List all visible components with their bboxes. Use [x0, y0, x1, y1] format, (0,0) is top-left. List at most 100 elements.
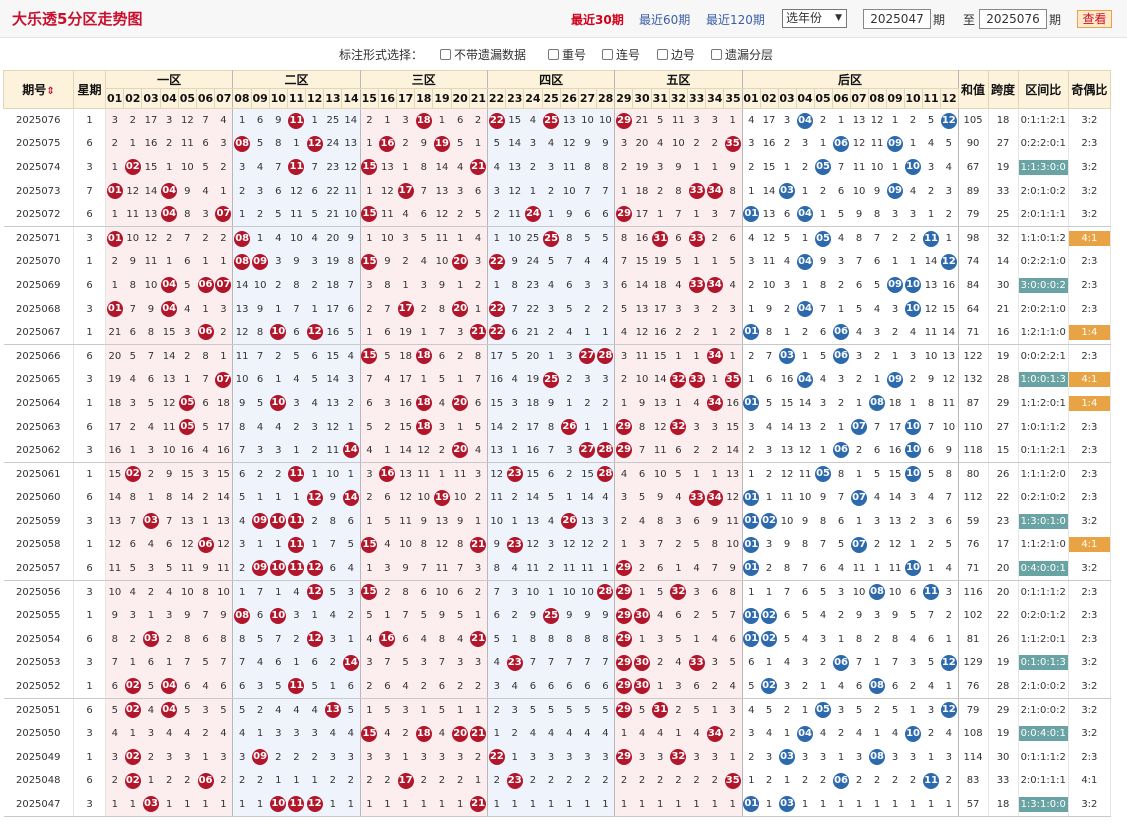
- front-cell-09: 6: [251, 108, 270, 133]
- blue-ball: 01: [743, 513, 760, 530]
- sort-icon[interactable]: ⇕: [46, 86, 55, 97]
- red-ball: 10: [270, 324, 287, 341]
- blue-ball: 09: [887, 277, 904, 294]
- link-recent-120[interactable]: 最近120期: [706, 13, 765, 27]
- front-cell-04: 2: [160, 627, 179, 652]
- option-edge[interactable]: 边号: [657, 46, 695, 63]
- back-cell-07: 2: [850, 368, 869, 392]
- back-cell-12: 12: [940, 250, 959, 274]
- front-cell-06: 06: [196, 533, 215, 557]
- front-cell-18: 9: [414, 132, 433, 156]
- front-cell-13: 23: [323, 155, 342, 180]
- front-cell-11: 11: [287, 462, 306, 486]
- blue-ball: 07: [851, 536, 868, 553]
- back-cell-04: 9: [796, 509, 815, 534]
- front-cell-04: 04: [160, 273, 179, 298]
- red-ball: 33: [688, 277, 705, 294]
- red-ball: 14: [342, 654, 359, 671]
- front-cell-26: 5: [560, 297, 579, 321]
- span-cell: 23: [988, 509, 1019, 534]
- zone-ratio-highlight: 0:1:0:1:3: [1018, 655, 1068, 671]
- front-cell-28: 28: [596, 580, 616, 604]
- red-ball: 15: [361, 253, 378, 270]
- red-ball: 29: [616, 442, 633, 459]
- link-recent-60[interactable]: 最近60期: [639, 13, 691, 27]
- back-cell-09: 9: [886, 603, 905, 628]
- odd-even-cell: 2:3: [1068, 603, 1111, 628]
- front-cell-01: 01: [105, 179, 124, 203]
- red-ball: 29: [616, 607, 633, 624]
- odd-even-cell: 2:3: [1068, 415, 1111, 439]
- back-cell-08: 3: [868, 603, 887, 628]
- option-consecutive[interactable]: 连号: [602, 46, 640, 63]
- back-cell-04: 04: [796, 250, 815, 274]
- zone-ratio-highlight: 0:4:0:0:1: [1018, 560, 1068, 576]
- front-cell-02: 8: [123, 273, 142, 298]
- year-select[interactable]: 选年份 ▼: [782, 9, 847, 28]
- sum-cell: 76: [958, 533, 989, 557]
- front-cell-03: 6: [141, 651, 161, 675]
- checkbox-icon[interactable]: [440, 49, 451, 60]
- period-to-input[interactable]: 2025076: [979, 9, 1047, 29]
- red-ball: 33: [688, 230, 705, 247]
- front-cell-14: 3: [341, 745, 361, 770]
- front-cell-05: 6: [178, 674, 197, 699]
- front-cell-20: 3: [451, 745, 470, 770]
- link-recent-30[interactable]: 最近30期: [571, 13, 624, 27]
- front-cell-18: 18: [414, 415, 433, 439]
- front-cell-21: 2: [469, 108, 488, 133]
- period-cell: 2025074: [3, 155, 74, 180]
- front-cell-20: 4: [451, 155, 470, 180]
- back-cell-03: 9: [778, 533, 797, 557]
- red-ball: 04: [161, 183, 178, 200]
- front-cell-28: 2: [596, 533, 616, 557]
- checkbox-icon[interactable]: [657, 49, 668, 60]
- front-cell-19: 13: [432, 509, 452, 534]
- back-cell-11: 2: [922, 179, 941, 203]
- front-cell-04: 3: [160, 108, 179, 133]
- span-cell: 26: [988, 627, 1019, 652]
- header-qihao[interactable]: 期号⇕: [3, 70, 74, 109]
- front-cell-28: 4: [596, 486, 616, 510]
- front-cell-16: 2: [378, 415, 397, 439]
- front-cell-21: 1: [469, 297, 488, 321]
- front-cell-05: 13: [178, 509, 197, 534]
- red-ball: 10: [270, 796, 287, 813]
- front-cell-09: 1: [251, 721, 270, 746]
- front-cell-26: 6: [560, 273, 579, 298]
- front-cell-08: 6: [232, 462, 251, 486]
- sum-cell: 81: [958, 627, 989, 652]
- period-from-input[interactable]: 2025047: [863, 9, 931, 29]
- back-cell-09: 8: [886, 627, 905, 652]
- option-miss-layer[interactable]: 遗漏分层: [711, 46, 773, 63]
- front-cell-02: 9: [123, 250, 142, 274]
- front-cell-27: 14: [578, 486, 597, 510]
- front-cell-04: 04: [160, 202, 179, 227]
- option-repeat[interactable]: 重号: [548, 46, 586, 63]
- header-front-11: 11: [286, 88, 307, 109]
- back-cell-11: 11: [922, 226, 941, 251]
- checkbox-icon[interactable]: [602, 49, 613, 60]
- front-cell-03: 11: [141, 250, 161, 274]
- red-ball: 06: [197, 324, 214, 341]
- front-cell-05: 8: [178, 202, 197, 227]
- query-button[interactable]: 查看: [1077, 10, 1112, 28]
- back-cell-10: 10: [904, 415, 923, 439]
- trend-table: 期号⇕ 星期 一区 二区 三区 四区 五区 后区 和值 跨度 区间比 奇偶比 01 02 03 04 05 06 0…: [3, 70, 1111, 817]
- front-cell-19: 14: [432, 155, 452, 180]
- blue-ball: 04: [797, 725, 814, 742]
- front-cell-12: 2: [305, 273, 324, 298]
- option-no-miss[interactable]: 不带遗漏数据: [440, 46, 526, 63]
- checkbox-icon[interactable]: [711, 49, 722, 60]
- front-cell-18: 4: [414, 250, 433, 274]
- front-cell-01: 13: [105, 509, 124, 534]
- back-cell-04: 04: [796, 368, 815, 392]
- front-cell-34: 3: [705, 108, 724, 133]
- front-cell-12: 5: [305, 202, 324, 227]
- front-cell-15: 6: [360, 391, 379, 416]
- checkbox-icon[interactable]: [548, 49, 559, 60]
- back-cell-01: 01: [742, 509, 761, 534]
- back-cell-07: 2: [850, 769, 869, 793]
- back-cell-03: 3: [778, 674, 797, 699]
- header-zone-4: 四区: [486, 70, 616, 89]
